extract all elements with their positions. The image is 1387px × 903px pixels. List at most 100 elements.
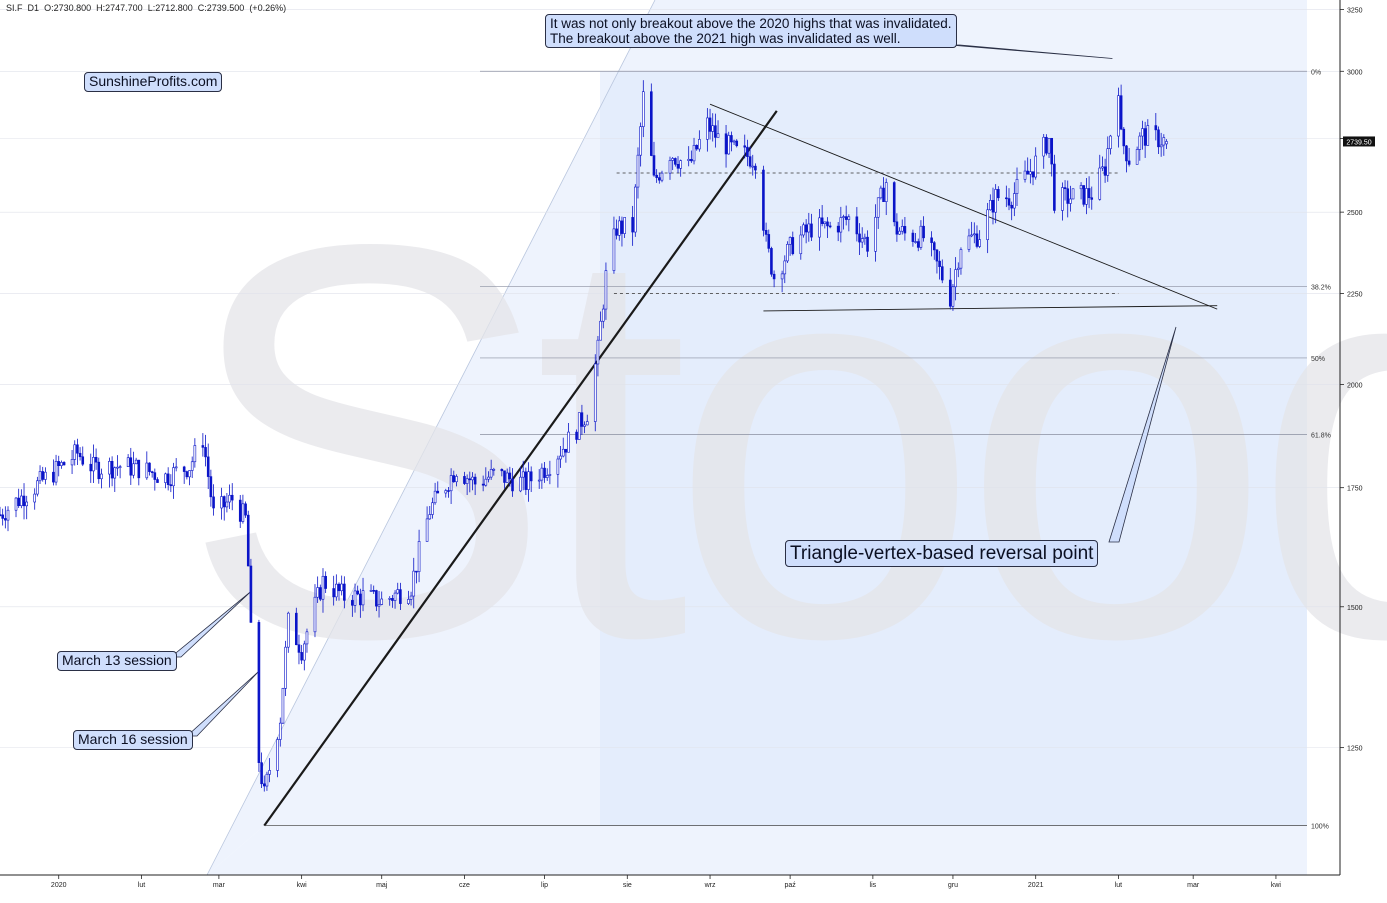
candle-body bbox=[116, 466, 119, 469]
candle bbox=[1159, 132, 1163, 157]
candle-body bbox=[978, 239, 981, 247]
candle bbox=[879, 185, 883, 200]
candle-body bbox=[260, 762, 263, 785]
candle bbox=[575, 429, 578, 444]
candle bbox=[1050, 137, 1054, 177]
candle bbox=[556, 455, 560, 488]
candle-body bbox=[601, 308, 605, 322]
candle bbox=[316, 576, 319, 603]
candle bbox=[361, 577, 365, 612]
candle bbox=[1063, 180, 1067, 201]
trendline-triangle-lower bbox=[763, 305, 1218, 312]
candle bbox=[126, 454, 130, 467]
candle bbox=[882, 177, 885, 203]
candle bbox=[1053, 154, 1056, 214]
y-tick-label: 1750 bbox=[1347, 486, 1363, 493]
candle-body bbox=[1061, 187, 1064, 211]
candle bbox=[73, 440, 77, 466]
candle-body bbox=[527, 471, 530, 490]
candle bbox=[1127, 147, 1131, 167]
candle bbox=[225, 493, 229, 513]
candle bbox=[60, 460, 63, 469]
candle-body bbox=[633, 186, 637, 233]
candle-body bbox=[489, 469, 493, 478]
candle bbox=[975, 225, 979, 249]
candle bbox=[970, 221, 973, 238]
candle bbox=[615, 219, 618, 240]
candle-body bbox=[148, 462, 151, 472]
candle-body bbox=[767, 234, 771, 249]
low-value: L:2712.800 bbox=[147, 3, 193, 13]
candle-body bbox=[746, 146, 749, 157]
candle bbox=[1125, 145, 1128, 173]
candle bbox=[33, 488, 37, 510]
candle bbox=[919, 220, 923, 250]
candle-body bbox=[316, 587, 319, 598]
candle-body bbox=[997, 189, 1000, 199]
candle bbox=[612, 216, 616, 274]
axes-layer: 1250150017502000225025002750300032502020… bbox=[0, 0, 1375, 889]
candle-body bbox=[1109, 135, 1112, 150]
candle bbox=[783, 255, 787, 284]
candle-body bbox=[537, 479, 541, 482]
candle bbox=[954, 257, 957, 301]
candle bbox=[922, 216, 925, 242]
candle bbox=[484, 467, 488, 487]
candle bbox=[623, 217, 626, 238]
candle-body bbox=[473, 476, 477, 485]
candle bbox=[524, 467, 528, 495]
candle-body bbox=[1122, 128, 1126, 147]
candle bbox=[679, 159, 682, 177]
candle bbox=[601, 304, 605, 329]
candle-body bbox=[1007, 198, 1011, 206]
candle-body bbox=[956, 267, 960, 270]
candle-body bbox=[129, 457, 133, 476]
candle bbox=[810, 213, 813, 241]
candle bbox=[185, 470, 189, 480]
candle bbox=[246, 510, 250, 567]
candle-body bbox=[791, 237, 795, 255]
candle-body bbox=[884, 182, 888, 202]
candle-body bbox=[89, 463, 93, 472]
candle bbox=[706, 108, 709, 152]
candle bbox=[492, 467, 496, 476]
candle-body bbox=[268, 770, 271, 775]
candle-body bbox=[399, 589, 402, 604]
candle-body bbox=[206, 456, 210, 477]
candle bbox=[455, 474, 458, 487]
candle-body bbox=[1050, 137, 1054, 165]
candle-body bbox=[1029, 171, 1032, 175]
candle bbox=[692, 137, 696, 165]
candle bbox=[585, 414, 589, 426]
candle-body bbox=[1157, 129, 1160, 148]
candle-body bbox=[238, 499, 242, 522]
candle-body bbox=[786, 244, 789, 262]
candle-body bbox=[1141, 128, 1144, 137]
candle-body bbox=[836, 225, 840, 233]
candle bbox=[489, 459, 493, 480]
candle-body bbox=[212, 496, 215, 509]
candle bbox=[599, 311, 602, 341]
march-13-callout: March 13 session bbox=[57, 651, 177, 671]
candle bbox=[209, 469, 213, 507]
candle bbox=[52, 459, 55, 486]
candle bbox=[303, 640, 306, 671]
candle-body bbox=[748, 156, 752, 167]
trendline-triangle-upper bbox=[709, 103, 1218, 310]
candle-body bbox=[564, 448, 568, 453]
candle-body bbox=[73, 444, 77, 460]
candle bbox=[1162, 134, 1166, 156]
fibonacci-box bbox=[600, 71, 1307, 826]
candle bbox=[1010, 201, 1013, 221]
candle-body bbox=[305, 631, 309, 645]
candle-body bbox=[1, 514, 4, 519]
candle bbox=[321, 568, 325, 613]
candle bbox=[751, 154, 755, 176]
candle bbox=[166, 467, 170, 491]
candle bbox=[695, 144, 698, 151]
candle-body bbox=[751, 165, 755, 168]
candle bbox=[38, 465, 42, 485]
candle bbox=[658, 172, 661, 184]
candle-body bbox=[281, 688, 285, 724]
candle bbox=[577, 412, 581, 440]
